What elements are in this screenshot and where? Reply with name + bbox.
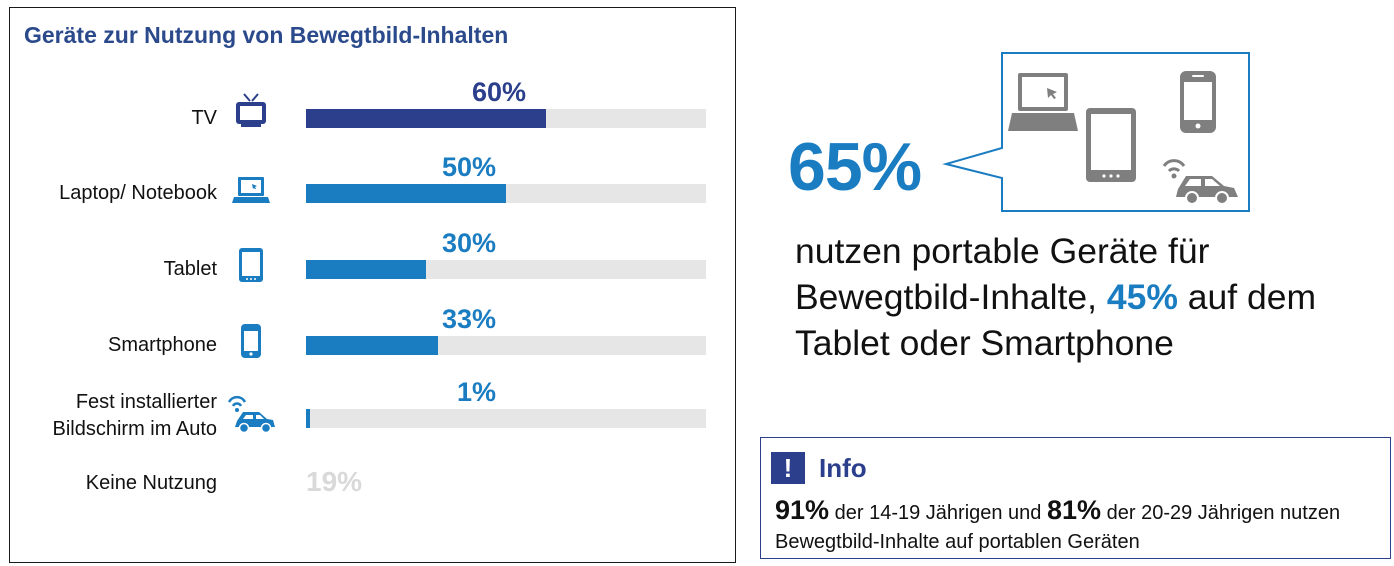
- data-label: 30%: [442, 228, 496, 258]
- category-label: Fest installierter Bildschirm im Auto: [53, 391, 218, 440]
- chart-title: Geräte zur Nutzung von Bewegtbild-Inhalt…: [24, 22, 509, 48]
- data-label: 33%: [442, 304, 496, 334]
- tv-icon: [236, 93, 266, 127]
- bar: [306, 109, 546, 128]
- tablet-icon: [1086, 108, 1136, 182]
- category-label: Tablet: [164, 258, 218, 280]
- smartphone-icon: [1180, 71, 1216, 133]
- car-icon: [1162, 159, 1238, 205]
- smartphone-icon: [241, 324, 261, 358]
- speech-bubble: [942, 52, 1250, 212]
- highlight-statement: nutzen portable Geräte für Bewegtbild-In…: [795, 228, 1394, 366]
- highlight-area: 65% nutzen portable Geräte für Bewegtbil…: [740, 0, 1394, 566]
- bar: [306, 336, 438, 355]
- statement-after: auf dem Tablet oder Smartphone: [795, 277, 1317, 363]
- info-text: 91% der 14-19 Jährigen und 81% der 20-29…: [775, 496, 1385, 557]
- bar-track: [306, 409, 706, 428]
- statement-highlight: 45%: [1106, 277, 1178, 317]
- category-label: Smartphone: [108, 334, 217, 356]
- data-label: 19%: [306, 466, 362, 497]
- info-text-1: der 14-19 Jährigen und: [834, 502, 1042, 524]
- exclamation-icon: !: [771, 452, 805, 484]
- info-text-2: der 20-29 Jährigen nutzen Bewegtbild-Inh…: [775, 502, 1341, 553]
- statement-before: nutzen portable Geräte für Bewegtbild-In…: [795, 231, 1210, 317]
- highlight-percent: 65%: [788, 129, 922, 205]
- info-box: ! Info 91% der 14-19 Jährigen und 81% de…: [760, 437, 1391, 559]
- category-label: Laptop/ Notebook: [59, 182, 218, 204]
- chart-panel: Geräte zur Nutzung von Bewegtbild-Inhalt…: [9, 7, 736, 563]
- category-label: TV: [191, 107, 217, 129]
- laptop-icon: [1008, 73, 1078, 131]
- data-label: 1%: [457, 377, 496, 407]
- bar: [306, 409, 310, 428]
- category-label: Keine Nutzung: [86, 472, 217, 494]
- bar: [306, 260, 426, 279]
- tablet-icon: [239, 248, 263, 282]
- data-label: 50%: [442, 152, 496, 182]
- info-pct-2: 81%: [1047, 495, 1102, 525]
- data-label: 60%: [472, 77, 526, 107]
- car-icon: [227, 395, 275, 434]
- bar: [306, 184, 506, 203]
- info-pct-1: 91%: [775, 495, 830, 525]
- info-title: Info: [819, 453, 867, 483]
- bar-chart: 60% TV 50% Laptop/ Notebook 30% Tablet 33% Smar…: [53, 77, 706, 497]
- laptop-icon: [232, 177, 270, 203]
